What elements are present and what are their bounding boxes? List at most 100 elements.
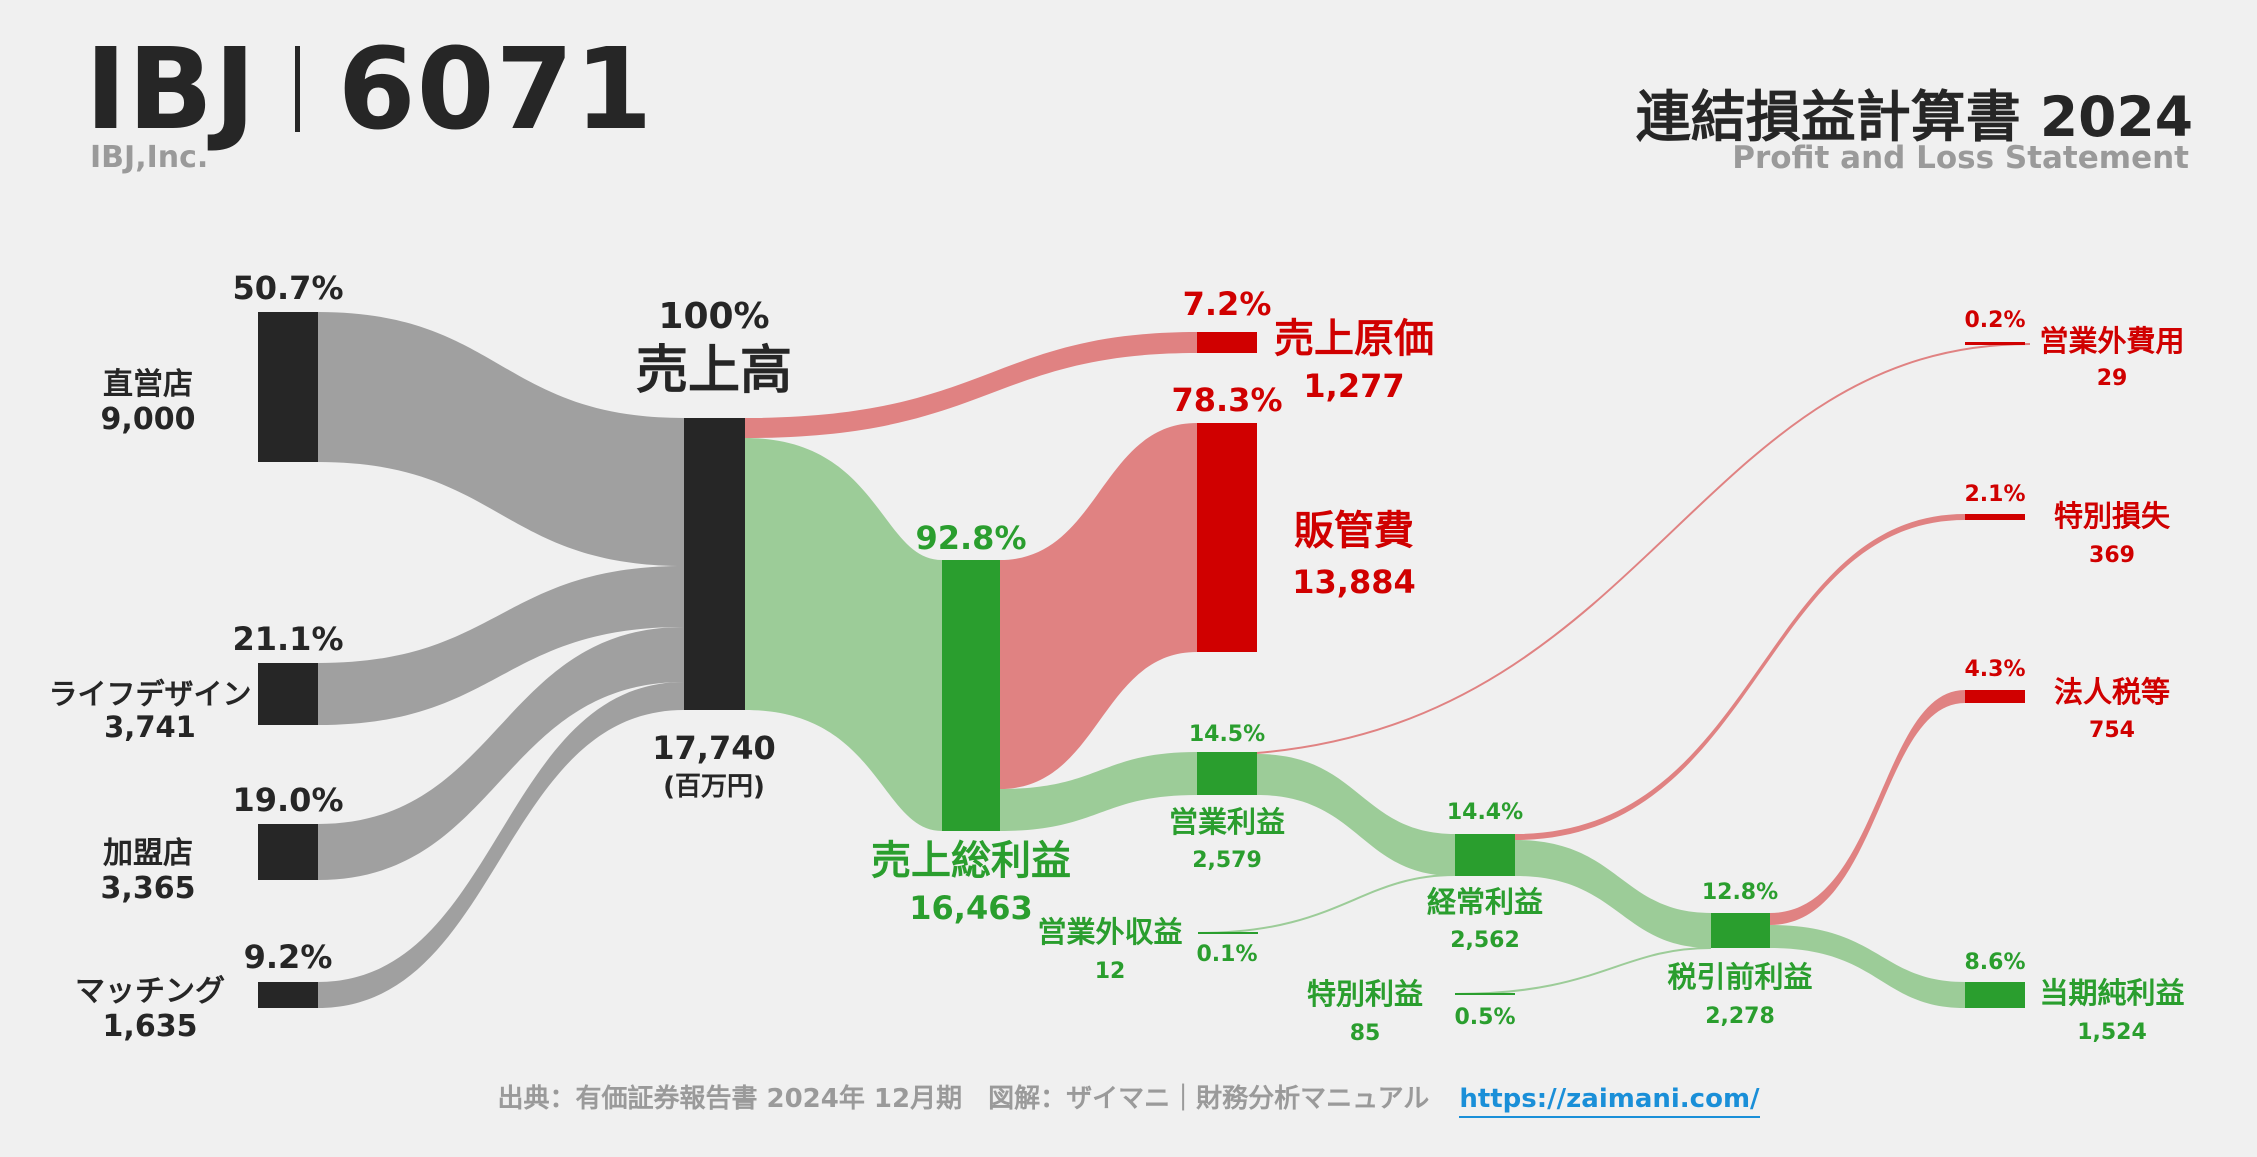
revenue-pct: 100%	[658, 296, 770, 337]
segment-name: ライフデザイン	[48, 677, 252, 711]
flow-pretax-income	[1515, 840, 1711, 948]
net-income-value: 1,524	[2077, 1020, 2147, 1045]
node-life-design	[258, 663, 318, 725]
node-revenue	[684, 418, 745, 710]
company-ticker-heading: IBJ 6071	[85, 30, 653, 150]
cogs-value: 1,277	[1303, 367, 1405, 405]
special-income-value: 85	[1349, 1021, 1381, 1046]
node-gross-profit	[942, 560, 1000, 831]
company-subname: IBJ,Inc.	[90, 140, 209, 175]
flow-net-income	[1770, 925, 1965, 1008]
income-tax-pct: 4.3%	[1964, 657, 2026, 682]
segment-label-life-design: ライフデザイン 3,741	[48, 677, 252, 745]
ordinary-income-value: 2,562	[1450, 928, 1520, 953]
non-op-income-name: 営業外収益	[1037, 915, 1183, 949]
segment-label-franchise: 加盟店 3,365	[100, 836, 196, 906]
ordinary-income-name: 経常利益	[1426, 885, 1544, 919]
pretax-income-name: 税引前利益	[1667, 960, 1813, 994]
special-loss-value: 369	[2089, 543, 2135, 568]
flow-franchise	[318, 627, 684, 880]
ticker-code: 6071	[337, 25, 654, 155]
segment-pct-franchise: 19.0%	[232, 781, 344, 819]
flow-gross-profit	[745, 438, 942, 831]
node-franchise	[258, 824, 318, 880]
company-name: IBJ	[85, 25, 257, 155]
segment-value: 9,000	[100, 401, 196, 437]
segment-label-matching: マッチング 1,635	[75, 974, 225, 1044]
segment-name: 直営店	[103, 367, 193, 402]
node-special-income	[1455, 993, 1515, 995]
footer-source: 出典：有価証券報告書 2024年 12月期 図解：ザイマニ｜財務分析マニュアル	[497, 1084, 1430, 1114]
flow-income-tax	[1770, 690, 1965, 925]
node-non-op-income	[1198, 932, 1258, 934]
cogs-name: 売上原価	[1274, 316, 1434, 362]
revenue-unit: (百万円)	[663, 772, 765, 802]
segment-pct-life-design: 21.1%	[232, 620, 344, 658]
special-loss-pct: 2.1%	[1964, 482, 2026, 507]
pretax-income-pct: 12.8%	[1701, 880, 1779, 905]
gross-profit-value: 16,463	[909, 889, 1033, 927]
ordinary-income-pct: 14.4%	[1446, 800, 1524, 825]
flow-ordinary-income	[1257, 754, 1455, 876]
flow-sga	[1000, 423, 1197, 789]
sga-value: 13,884	[1292, 563, 1416, 601]
operating-income-pct: 14.5%	[1188, 722, 1266, 747]
gross-profit-pct: 92.8%	[915, 519, 1027, 557]
node-ordinary-income	[1455, 834, 1515, 876]
non-op-expense-pct: 0.2%	[1964, 308, 2026, 333]
net-income-pct: 8.6%	[1964, 950, 2026, 975]
node-cogs	[1197, 332, 1257, 353]
segment-label-direct-store: 直営店 9,000	[100, 367, 196, 437]
statement-subtitle: Profit and Loss Statement	[1732, 140, 2189, 176]
flow-special-income	[1454, 947, 1712, 995]
node-net-income	[1965, 982, 2025, 1008]
flow-direct-store	[318, 312, 684, 566]
node-operating-income	[1197, 752, 1257, 795]
income-tax-value: 754	[2089, 718, 2135, 743]
node-non-op-expense	[1965, 342, 2025, 345]
pretax-income-value: 2,278	[1705, 1004, 1775, 1029]
node-sga	[1197, 423, 1257, 652]
node-special-loss	[1965, 514, 2025, 520]
footer: 出典：有価証券報告書 2024年 12月期 図解：ザイマニ｜財務分析マニュアル h…	[0, 1078, 2257, 1118]
flow-special-loss	[1515, 514, 1965, 840]
flow-operating-income	[1000, 752, 1197, 831]
segment-pct-direct-store: 50.7%	[232, 269, 344, 307]
non-op-income-pct: 0.1%	[1196, 942, 1258, 967]
segment-pct-matching: 9.2%	[243, 938, 333, 976]
node-matching	[258, 982, 318, 1008]
footer-link[interactable]: https://zaimani.com/	[1459, 1084, 1760, 1118]
flow-life-design	[318, 566, 684, 725]
non-op-expense-value: 29	[2096, 366, 2128, 391]
segment-value: 3,365	[100, 870, 196, 906]
income-tax-name: 法人税等	[2053, 675, 2171, 709]
operating-income-value: 2,579	[1192, 848, 1262, 873]
flow-non-op-expense	[1256, 343, 2031, 754]
special-income-name: 特別利益	[1306, 977, 1424, 1011]
segment-name: 加盟店	[103, 836, 193, 871]
flow-non-op-income	[1197, 874, 1456, 934]
statement-title: 連結損益計算書 2024	[1635, 85, 2193, 149]
node-income-tax	[1965, 690, 2025, 703]
cogs-pct: 7.2%	[1182, 285, 1272, 323]
flow-matching	[318, 682, 684, 1008]
operating-income-name: 営業利益	[1168, 805, 1286, 839]
revenue-value: 17,740	[652, 729, 776, 767]
title-divider	[294, 46, 300, 133]
sga-pct: 78.3%	[1171, 381, 1283, 419]
special-loss-name: 特別損失	[2053, 499, 2171, 533]
node-pretax-income	[1711, 913, 1770, 948]
flow-cogs	[745, 332, 1197, 438]
non-op-income-value: 12	[1094, 959, 1126, 984]
node-direct-store	[258, 312, 318, 462]
sga-name: 販管費	[1294, 508, 1414, 554]
special-income-pct: 0.5%	[1454, 1005, 1516, 1030]
gross-profit-name: 売上総利益	[871, 838, 1071, 884]
segment-value: 3,741	[104, 710, 196, 745]
net-income-name: 当期純利益	[2039, 976, 2185, 1010]
segment-name: マッチング	[75, 974, 225, 1009]
segment-value: 1,635	[102, 1008, 198, 1044]
revenue-name: 売上高	[635, 341, 793, 401]
non-op-expense-name: 営業外費用	[2039, 324, 2185, 358]
